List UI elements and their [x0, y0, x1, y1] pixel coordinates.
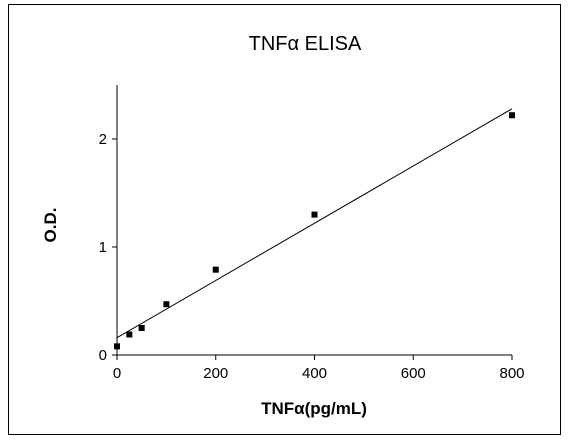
x-tick-label: 200 — [203, 365, 228, 382]
x-tick-label: 800 — [499, 365, 524, 382]
y-tick-label: 2 — [99, 131, 107, 148]
y-axis: 0 1 2 — [99, 85, 118, 364]
chart-frame — [8, 4, 561, 435]
data-point — [212, 266, 219, 273]
x-axis: 0 200 400 600 800 — [113, 354, 525, 382]
x-tick-label: 0 — [113, 365, 121, 382]
x-tick-label: 600 — [401, 365, 426, 382]
data-point — [509, 112, 515, 119]
data-point — [163, 301, 170, 308]
data-point — [311, 211, 318, 218]
x-axis-label: TNFα(pg/mL) — [261, 399, 367, 418]
data-point — [126, 331, 133, 338]
y-tick-label: 1 — [99, 239, 107, 256]
fit-line-layer — [116, 108, 513, 339]
data-point — [114, 343, 120, 350]
x-tick-label: 400 — [302, 365, 327, 382]
linear-fit-line — [116, 108, 513, 339]
y-tick-label: 0 — [99, 347, 107, 364]
chart-title: TNFα ELISA — [249, 33, 362, 55]
data-points — [114, 112, 515, 350]
y-axis-label: O.D. — [41, 208, 60, 243]
data-point — [138, 325, 145, 331]
